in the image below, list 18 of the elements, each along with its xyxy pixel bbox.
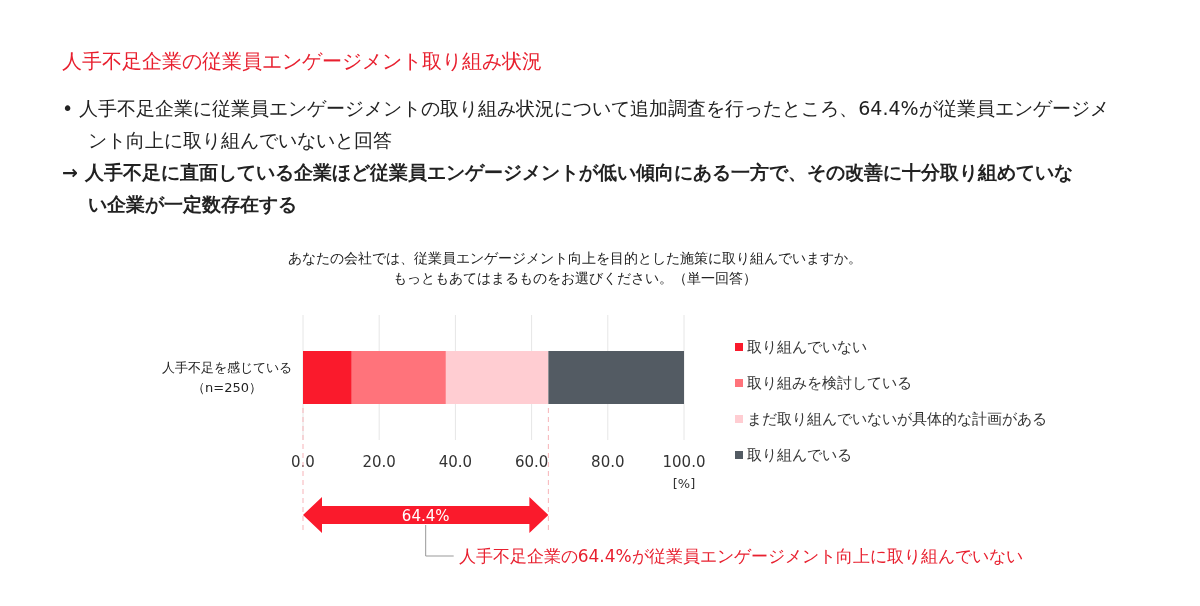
x-tick-label: 60.0: [514, 452, 549, 471]
chart-subtitle: あなたの会社では、従業員エンゲージメント向上を目的とした施策に取り組んでいますか。もっともあてはまるものをお選びください。（単一回答）: [287, 249, 863, 288]
text: • 人手不足企業に従業員エンゲージメントの取り組み状況について追加調査を行ったところ、64.4%が従業員エンゲージメント向上に取り組んでいないと回答: [62, 96, 1110, 153]
legend-label: 取り組んでいる: [747, 445, 852, 464]
legend-label: 取り組みを検討している: [747, 373, 912, 392]
x-tick-label: 20.0: [362, 452, 396, 471]
text: 人手不足企業の64.4%が従業員エンゲージメント向上に取り組んでいない: [458, 546, 1023, 566]
text: → 人手不足に直面している企業ほど従業員エンゲージメントが低い傾向にある一方で、その改善に十分取り組めていない企業が一定数存在する: [62, 160, 1073, 217]
x-tick-label: 40.0: [438, 452, 473, 471]
chart-title: 人手不足企業の従業員エンゲージメント取り組み状況: [62, 48, 542, 75]
x-tick-label: 0.0: [291, 452, 315, 471]
x-tick-label: 80.0: [591, 452, 625, 471]
x-tick-label: 100.0: [662, 452, 706, 471]
legend-label: まだ取り組んでいないが具体的な計画がある: [747, 409, 1047, 428]
x-axis-title: [%]: [672, 475, 696, 491]
text: 64.4%: [401, 506, 450, 525]
y-tick-label: 人手不足を感じている（n=250）: [161, 358, 293, 397]
legend-label: 取り組んでいない: [747, 337, 867, 356]
